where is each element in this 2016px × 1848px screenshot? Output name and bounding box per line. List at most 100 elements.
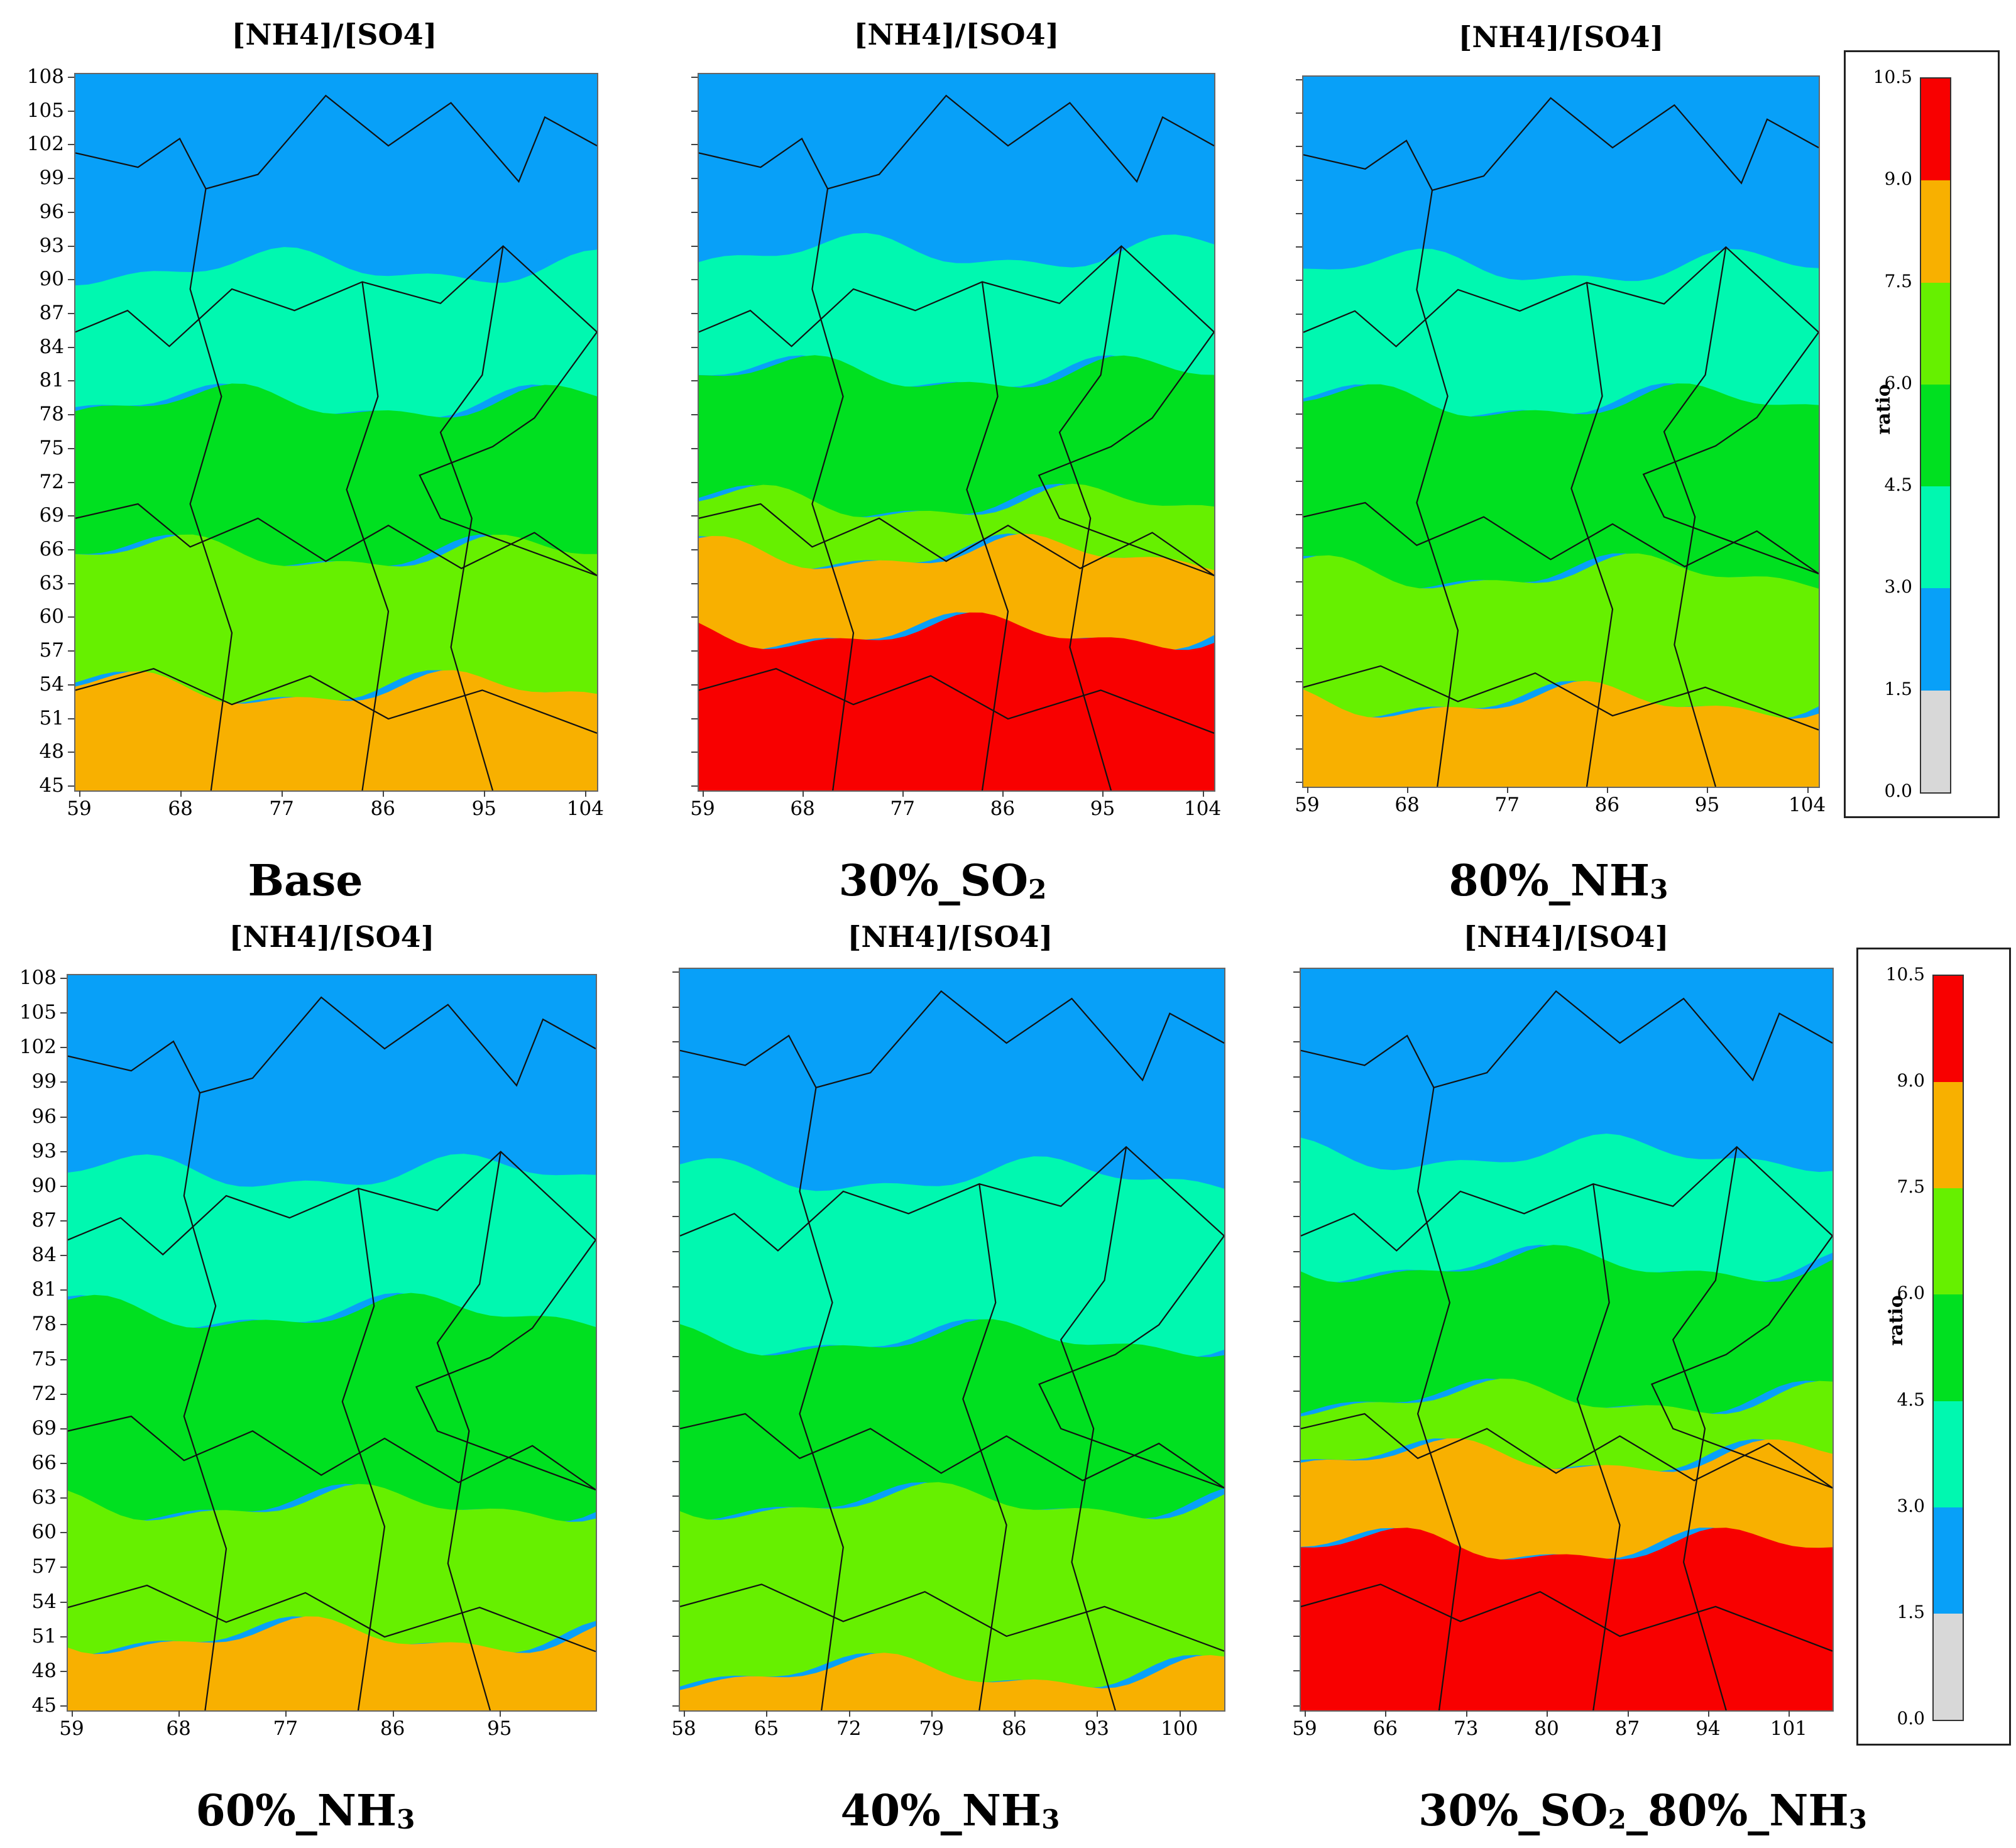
legend-swatch bbox=[1921, 384, 1950, 487]
y-tick-label: 84 bbox=[39, 335, 64, 358]
x-tick-mark bbox=[1707, 787, 1709, 793]
y-tick-mark bbox=[68, 650, 74, 652]
boundary-line bbox=[1642, 332, 1819, 575]
y-tick-mark bbox=[60, 1566, 67, 1568]
legend-bottom: 10.5 9.0 7.5 6.0 4.5 3.0 1.5 0.0 ratio bbox=[1856, 948, 2011, 1746]
y-tick-mark bbox=[68, 414, 74, 416]
y-tick-mark bbox=[68, 447, 74, 449]
caption-so2-sub: 2 bbox=[1028, 873, 1047, 905]
x-tick-mark bbox=[178, 1710, 180, 1717]
boundary-line bbox=[1301, 1583, 1832, 1652]
legend-title: ratio bbox=[1885, 1295, 1907, 1346]
y-tick-mark bbox=[1293, 1565, 1300, 1567]
y-tick-mark bbox=[68, 77, 74, 78]
y-tick-mark bbox=[1293, 1006, 1300, 1008]
y-tick-mark bbox=[68, 582, 74, 584]
caption-nh60-sub: 3 bbox=[397, 1803, 415, 1835]
y-tick-label: 99 bbox=[39, 167, 64, 190]
y-tick-label: 69 bbox=[31, 1416, 57, 1440]
x-tick-mark bbox=[1307, 787, 1308, 793]
x-tick-mark bbox=[803, 790, 804, 797]
x-tick-mark bbox=[499, 1710, 501, 1717]
caption-base-text: Base bbox=[248, 856, 363, 906]
x-tick-label: 95 bbox=[1090, 797, 1115, 820]
y-tick-mark bbox=[1296, 480, 1302, 482]
y-tick-mark bbox=[60, 1289, 67, 1291]
y-tick-label: 45 bbox=[31, 1694, 57, 1717]
x-tick-mark bbox=[383, 790, 385, 797]
y-tick-mark bbox=[691, 313, 698, 314]
y-tick-mark bbox=[672, 1705, 679, 1707]
legend-label: 7.5 bbox=[1897, 1176, 1925, 1198]
x-tick-label: 77 bbox=[1494, 794, 1520, 816]
x-tick-label: 87 bbox=[1614, 1717, 1640, 1740]
y-tick-mark bbox=[68, 144, 74, 146]
x-tick-label: 86 bbox=[990, 797, 1016, 820]
y-tick-label: 51 bbox=[39, 706, 64, 730]
y-tick-mark bbox=[1296, 380, 1302, 382]
map-nh40-svg bbox=[680, 969, 1224, 1710]
y-tick-label: 54 bbox=[39, 672, 64, 696]
y-tick-mark bbox=[68, 616, 74, 618]
legend-label: 10.5 bbox=[1873, 67, 1912, 87]
x-tick-mark bbox=[1179, 1710, 1181, 1717]
y-tick-mark bbox=[1296, 648, 1302, 650]
x-tick-mark bbox=[684, 1710, 685, 1717]
y-tick-mark bbox=[60, 1081, 67, 1083]
y-tick-label: 54 bbox=[31, 1590, 57, 1613]
x-tick-label: 95 bbox=[471, 797, 497, 820]
map-nh60-svg bbox=[68, 975, 596, 1710]
x-tick-label: 93 bbox=[1084, 1717, 1109, 1740]
boundary-line bbox=[75, 668, 597, 734]
y-tick-label: 105 bbox=[26, 99, 64, 122]
y-tick-mark bbox=[672, 1216, 679, 1218]
y-tick-mark bbox=[1293, 971, 1300, 973]
boundary-line bbox=[1058, 246, 1122, 790]
map-combo bbox=[1300, 968, 1834, 1712]
y-tick-label: 45 bbox=[39, 774, 64, 797]
y-tick-mark bbox=[68, 211, 74, 213]
y-tick-mark bbox=[691, 447, 698, 449]
x-tick-mark bbox=[1097, 1710, 1098, 1717]
boundary-line bbox=[75, 503, 597, 576]
y-tick-label: 63 bbox=[31, 1486, 57, 1509]
boundary-line bbox=[699, 245, 1214, 347]
x-tick-mark bbox=[1102, 790, 1104, 797]
y-tick-mark bbox=[1293, 1146, 1300, 1148]
y-tick-mark bbox=[68, 313, 74, 314]
y-tick-mark bbox=[691, 380, 698, 382]
ratio-zone-green bbox=[1301, 1245, 1832, 1414]
y-tick-mark bbox=[691, 346, 698, 348]
legend-label: 4.5 bbox=[1884, 474, 1912, 496]
y-tick-mark bbox=[691, 110, 698, 112]
panel-title-nh80: [NH4]/[SO4] bbox=[1458, 20, 1664, 54]
boundary-line bbox=[1416, 190, 1459, 787]
y-tick-mark bbox=[68, 346, 74, 348]
ratio-zone-blue bbox=[1301, 969, 1832, 1172]
y-tick-label: 87 bbox=[31, 1209, 57, 1232]
y-tick-mark bbox=[60, 1185, 67, 1187]
y-tick-label: 63 bbox=[39, 571, 64, 594]
x-tick-label: 77 bbox=[890, 797, 915, 820]
ratio-zone-orange bbox=[68, 1616, 596, 1710]
y-tick-mark bbox=[68, 481, 74, 483]
y-tick-mark bbox=[691, 650, 698, 652]
y-tick-label: 72 bbox=[31, 1382, 57, 1405]
x-tick-mark bbox=[703, 790, 704, 797]
y-tick-label: 96 bbox=[31, 1105, 57, 1128]
y-tick-mark bbox=[691, 752, 698, 753]
y-tick-mark bbox=[691, 481, 698, 483]
x-tick-mark bbox=[72, 1710, 73, 1717]
boundary-line bbox=[966, 282, 1009, 790]
y-tick-label: 60 bbox=[39, 605, 64, 628]
panel-title-nh40: [NH4]/[SO4] bbox=[847, 920, 1053, 954]
y-tick-mark bbox=[60, 1428, 67, 1430]
boundary-line bbox=[439, 246, 504, 790]
y-tick-mark bbox=[672, 1250, 679, 1252]
y-tick-mark bbox=[691, 178, 698, 180]
legend-swatch bbox=[1921, 690, 1950, 792]
x-tick-label: 104 bbox=[1789, 794, 1826, 816]
caption-combo-text: 30%_SO bbox=[1418, 1786, 1608, 1836]
map-so2 bbox=[698, 73, 1215, 792]
boundary-line bbox=[1416, 1087, 1461, 1710]
